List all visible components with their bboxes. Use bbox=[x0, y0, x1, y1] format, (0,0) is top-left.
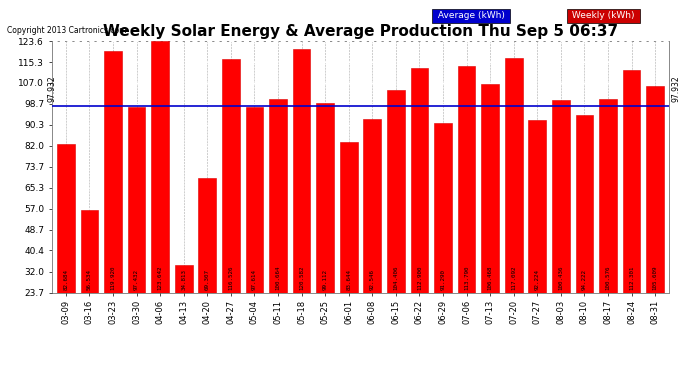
Bar bbox=[364, 119, 381, 292]
Text: 100.664: 100.664 bbox=[275, 266, 281, 290]
Text: 82.684: 82.684 bbox=[63, 269, 68, 290]
Text: 100.576: 100.576 bbox=[606, 266, 611, 290]
Text: 120.582: 120.582 bbox=[299, 266, 304, 290]
Text: 92.224: 92.224 bbox=[535, 269, 540, 290]
Bar bbox=[316, 103, 334, 292]
Bar bbox=[552, 99, 570, 292]
Text: 56.534: 56.534 bbox=[87, 269, 92, 290]
Bar bbox=[434, 123, 452, 292]
Text: 100.436: 100.436 bbox=[558, 266, 563, 290]
Bar bbox=[151, 41, 169, 292]
Bar bbox=[647, 87, 664, 292]
Bar bbox=[57, 144, 75, 292]
Bar bbox=[222, 59, 239, 292]
Text: 112.301: 112.301 bbox=[629, 266, 634, 290]
Bar bbox=[340, 142, 357, 292]
Text: 104.406: 104.406 bbox=[393, 266, 398, 290]
Text: 92.546: 92.546 bbox=[370, 269, 375, 290]
Text: 34.813: 34.813 bbox=[181, 269, 186, 290]
Text: 123.642: 123.642 bbox=[158, 266, 163, 290]
Bar bbox=[575, 115, 593, 292]
Bar bbox=[529, 120, 546, 292]
Bar bbox=[411, 68, 428, 292]
Bar bbox=[505, 58, 522, 292]
Bar bbox=[199, 178, 216, 292]
Text: 97.614: 97.614 bbox=[252, 269, 257, 290]
Text: Weekly (kWh): Weekly (kWh) bbox=[569, 11, 638, 20]
Text: 91.290: 91.290 bbox=[440, 269, 446, 290]
Bar bbox=[482, 84, 499, 292]
Text: 105.609: 105.609 bbox=[653, 266, 658, 290]
Text: 94.222: 94.222 bbox=[582, 269, 587, 290]
Text: 113.790: 113.790 bbox=[464, 266, 469, 290]
Bar bbox=[599, 99, 617, 292]
Text: 119.920: 119.920 bbox=[110, 266, 115, 290]
Bar bbox=[81, 210, 98, 292]
Bar bbox=[387, 90, 405, 292]
Text: 97.432: 97.432 bbox=[134, 269, 139, 290]
Text: 83.644: 83.644 bbox=[346, 269, 351, 290]
Bar bbox=[269, 99, 287, 292]
Bar bbox=[246, 106, 264, 292]
Text: Copyright 2013 Cartronics.com: Copyright 2013 Cartronics.com bbox=[7, 26, 126, 35]
Title: Weekly Solar Energy & Average Production Thu Sep 5 06:37: Weekly Solar Energy & Average Production… bbox=[103, 24, 618, 39]
Text: 99.112: 99.112 bbox=[323, 269, 328, 290]
Bar bbox=[175, 264, 193, 292]
Text: 69.307: 69.307 bbox=[205, 269, 210, 290]
Bar bbox=[457, 66, 475, 292]
Text: 106.468: 106.468 bbox=[488, 266, 493, 290]
Bar bbox=[623, 70, 640, 292]
Text: 117.092: 117.092 bbox=[511, 266, 516, 290]
Text: 112.900: 112.900 bbox=[417, 266, 422, 290]
Text: Average (kWh): Average (kWh) bbox=[435, 11, 507, 20]
Text: 97.932: 97.932 bbox=[47, 75, 56, 102]
Bar bbox=[293, 49, 310, 292]
Text: 116.526: 116.526 bbox=[228, 266, 233, 290]
Bar bbox=[128, 107, 146, 292]
Bar bbox=[104, 51, 122, 292]
Text: 97.932: 97.932 bbox=[671, 75, 680, 102]
